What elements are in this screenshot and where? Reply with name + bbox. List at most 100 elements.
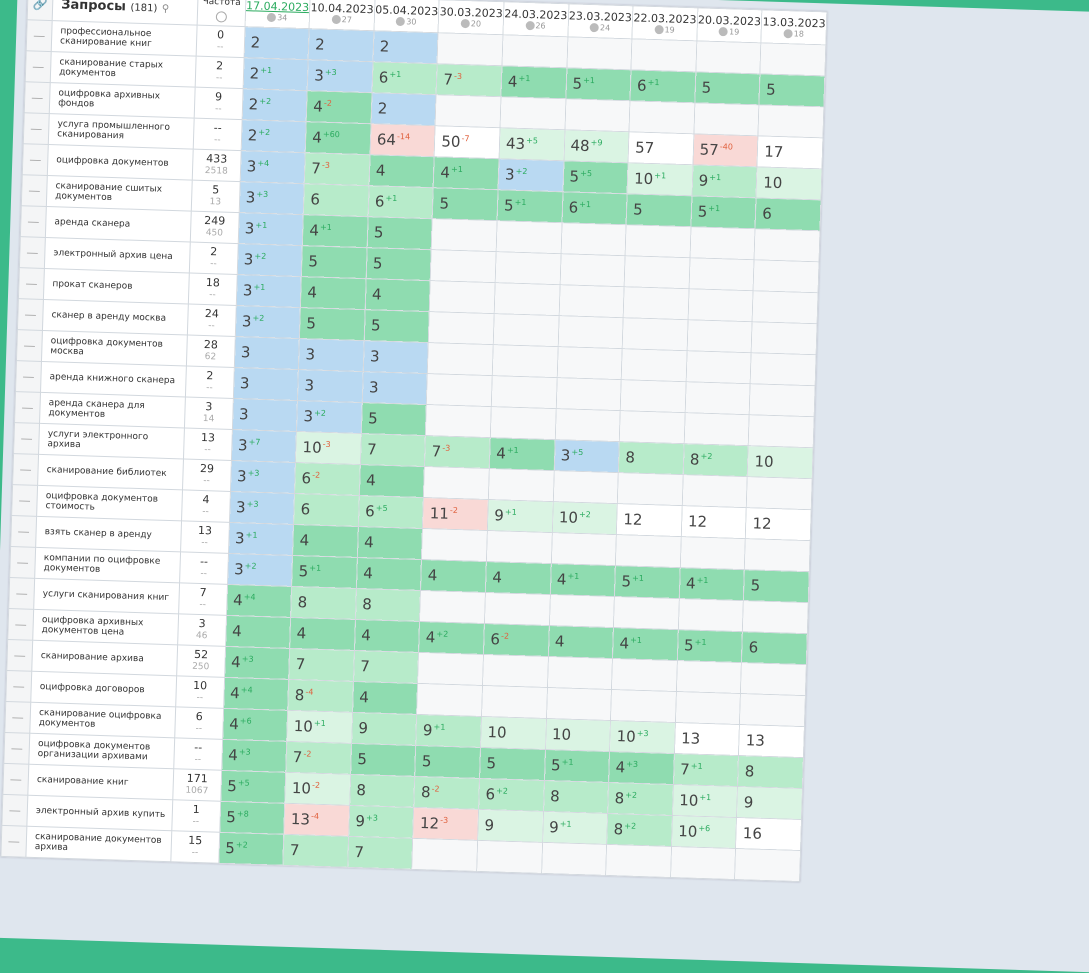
row-toggle-button[interactable]: — [4, 701, 31, 734]
position-cell[interactable]: 17 [757, 135, 823, 169]
position-cell[interactable]: 3 [362, 371, 428, 405]
position-cell[interactable]: 7 [347, 836, 414, 870]
row-toggle-button[interactable]: — [21, 174, 48, 207]
position-cell[interactable]: 4 [356, 557, 422, 591]
position-cell[interactable]: 5 [350, 743, 416, 777]
position-cell[interactable]: 13 [738, 724, 805, 758]
date-label[interactable]: 30.03.2023 [439, 5, 503, 21]
position-cell[interactable]: 5 [361, 402, 427, 436]
row-toggle-button[interactable]: — [2, 763, 29, 796]
row-toggle-button[interactable]: — [12, 453, 39, 486]
position-cell[interactable]: 8+2 [682, 443, 749, 477]
position-cell[interactable]: 4+4 [223, 677, 289, 711]
position-cell[interactable]: 50-7 [434, 125, 500, 159]
position-cell[interactable]: 3+1 [228, 522, 294, 556]
position-cell[interactable]: 8+2 [607, 782, 674, 816]
position-cell[interactable]: 4 [485, 561, 551, 595]
date-label[interactable]: 10.04.2023 [310, 1, 374, 17]
position-cell[interactable]: 3+2 [236, 243, 303, 277]
position-cell[interactable]: 2+2 [241, 88, 308, 122]
position-cell[interactable]: 7 [353, 650, 419, 684]
position-cell[interactable]: 3+2 [227, 553, 293, 587]
position-cell[interactable]: 4+3 [608, 751, 675, 785]
date-column-header[interactable]: 30.03.2023 20 [438, 0, 504, 35]
position-cell[interactable]: 2 [372, 30, 439, 64]
position-cell[interactable]: 3+2 [234, 305, 301, 339]
frequency-header[interactable]: Частота [197, 0, 246, 27]
row-toggle-button[interactable]: — [1, 794, 28, 827]
date-column-header[interactable]: 20.03.2023 19 [696, 7, 763, 43]
position-cell[interactable]: 4 [225, 615, 291, 649]
position-cell[interactable]: 5+1 [614, 565, 681, 599]
date-label[interactable]: 20.03.2023 [697, 13, 762, 29]
date-column-header[interactable]: 10.04.2023 27 [309, 0, 375, 31]
position-cell[interactable]: 10 [756, 166, 822, 200]
position-cell[interactable]: 4 [365, 278, 431, 312]
position-cell[interactable]: 7+1 [673, 753, 739, 787]
position-cell[interactable]: 6+1 [367, 185, 434, 219]
position-cell[interactable]: 3 [233, 336, 300, 370]
position-cell[interactable]: 4+1 [500, 65, 567, 99]
position-cell[interactable]: 12-3 [413, 807, 479, 841]
position-cell[interactable]: 4+1 [433, 156, 499, 190]
position-cell[interactable]: 10+2 [551, 501, 618, 535]
position-cell[interactable]: 10+3 [609, 720, 676, 754]
position-cell[interactable]: 43+5 [498, 127, 565, 161]
row-toggle-button[interactable]: — [26, 19, 53, 52]
position-cell[interactable]: 6+1 [371, 61, 438, 95]
position-cell[interactable]: 3+3 [230, 460, 296, 494]
position-cell[interactable]: 3+2 [296, 400, 363, 434]
row-toggle-button[interactable]: — [19, 236, 46, 269]
position-cell[interactable]: 5 [366, 216, 433, 250]
position-cell[interactable]: 10 [545, 718, 611, 752]
row-toggle-button[interactable]: — [16, 329, 43, 362]
position-cell[interactable]: 5+5 [220, 770, 286, 804]
position-cell[interactable]: 6 [741, 631, 808, 665]
position-cell[interactable]: 3+1 [235, 274, 302, 308]
row-toggle-button[interactable]: — [15, 360, 42, 393]
position-cell[interactable]: 4 [547, 625, 614, 659]
row-toggle-button[interactable]: — [5, 670, 32, 703]
position-cell[interactable]: 4 [420, 559, 487, 593]
date-column-header[interactable]: 23.03.2023 24 [567, 3, 634, 39]
position-cell[interactable]: 5 [743, 569, 810, 603]
position-cell[interactable]: 5 [479, 747, 546, 781]
row-toggle-button[interactable]: — [18, 267, 45, 300]
row-toggle-button[interactable]: — [20, 205, 47, 238]
row-toggle-button[interactable]: — [25, 50, 52, 83]
position-cell[interactable]: 3 [297, 369, 364, 403]
position-cell[interactable]: 8 [737, 755, 804, 789]
row-toggle-button[interactable]: — [14, 391, 41, 424]
position-cell[interactable]: 5 [299, 307, 366, 341]
position-cell[interactable]: 8 [355, 588, 421, 622]
position-cell[interactable]: 5+1 [544, 749, 610, 783]
date-column-header[interactable]: 13.03.2023 18 [761, 9, 827, 45]
position-cell[interactable]: 3+1 [237, 212, 304, 246]
position-cell[interactable]: 9 [351, 712, 417, 746]
position-cell[interactable]: 3+3 [238, 181, 305, 215]
position-cell[interactable]: 10-3 [295, 431, 362, 465]
position-cell[interactable]: 5+1 [677, 629, 743, 663]
position-cell[interactable]: 3 [298, 338, 365, 372]
row-toggle-button[interactable]: — [13, 422, 40, 455]
position-cell[interactable]: 57-40 [692, 133, 759, 167]
row-toggle-button[interactable]: — [24, 81, 51, 114]
position-cell[interactable]: 5+1 [690, 195, 757, 229]
date-label[interactable]: 13.03.2023 [762, 15, 826, 31]
position-cell[interactable]: 8-2 [413, 776, 480, 810]
date-label[interactable]: 05.04.2023 [375, 3, 439, 19]
position-cell[interactable]: 4 [368, 154, 435, 188]
position-cell[interactable]: 4+3 [224, 646, 290, 680]
position-cell[interactable]: 10 [747, 445, 814, 479]
position-cell[interactable]: 3 [232, 367, 299, 401]
position-cell[interactable]: 8+2 [606, 813, 673, 847]
position-cell[interactable]: 3 [363, 340, 429, 374]
row-toggle-button[interactable]: — [23, 112, 50, 145]
position-cell[interactable]: 4+1 [489, 437, 555, 471]
position-cell[interactable]: 4 [289, 617, 356, 651]
position-cell[interactable]: 7 [288, 648, 355, 682]
position-cell[interactable]: 8 [349, 774, 415, 808]
date-label[interactable]: 17.04.2023 [245, 0, 310, 15]
position-cell[interactable]: 9+1 [487, 499, 553, 533]
position-cell[interactable]: 10 [480, 716, 547, 750]
